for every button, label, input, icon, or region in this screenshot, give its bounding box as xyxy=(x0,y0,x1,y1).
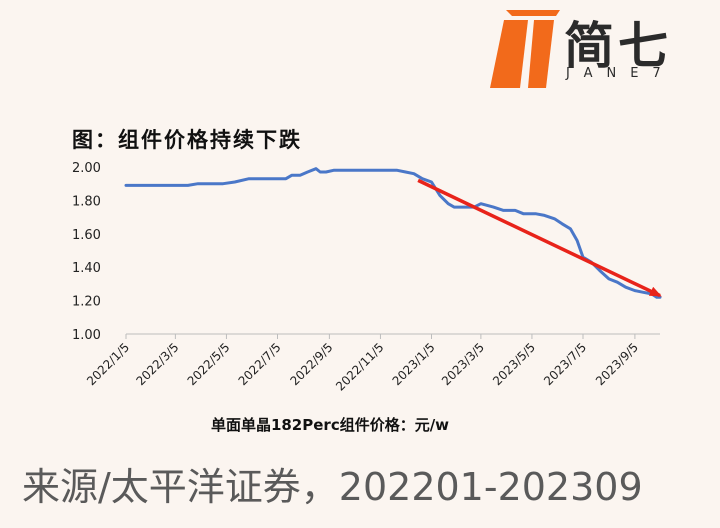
y-tick-label: 2.00 xyxy=(72,161,101,176)
logo-mark-icon xyxy=(490,10,560,88)
x-tick-label: 2022/3/5 xyxy=(133,340,181,388)
x-tick-label: 2023/9/5 xyxy=(593,340,641,388)
y-tick-label: 1.40 xyxy=(72,261,101,276)
y-tick-label: 1.00 xyxy=(72,328,101,343)
x-tick-label: 2023/1/5 xyxy=(390,340,438,388)
brand-logo: 简七 JANE7 xyxy=(484,8,714,94)
y-tick-label: 1.20 xyxy=(72,295,101,310)
x-tick-label: 2022/11/5 xyxy=(333,340,386,393)
price-series-line xyxy=(124,167,662,299)
chart-title: 图：组件价格持续下跌 xyxy=(72,128,302,152)
logo-chinese-text: 简七 xyxy=(564,17,672,75)
x-tick-label: 2023/3/5 xyxy=(439,340,487,388)
y-tick-label: 1.80 xyxy=(72,194,101,209)
x-tick-label: 2022/1/5 xyxy=(84,340,132,388)
y-tick-label: 1.60 xyxy=(72,228,101,243)
x-tick-label: 2023/7/5 xyxy=(541,340,589,388)
x-axis-label: 单面单晶182Perc组件价格：元/w xyxy=(210,416,450,434)
x-tick-label: 2022/9/5 xyxy=(287,340,335,388)
x-tick-label: 2022/7/5 xyxy=(236,340,284,388)
x-tick-label: 2023/5/5 xyxy=(490,340,538,388)
trend-arrow xyxy=(417,178,662,298)
x-tick-label: 2022/5/5 xyxy=(185,340,233,388)
logo-english-text: JANE7 xyxy=(566,66,675,81)
source-caption: 来源/太平洋证券，202201-202309 xyxy=(22,465,643,509)
